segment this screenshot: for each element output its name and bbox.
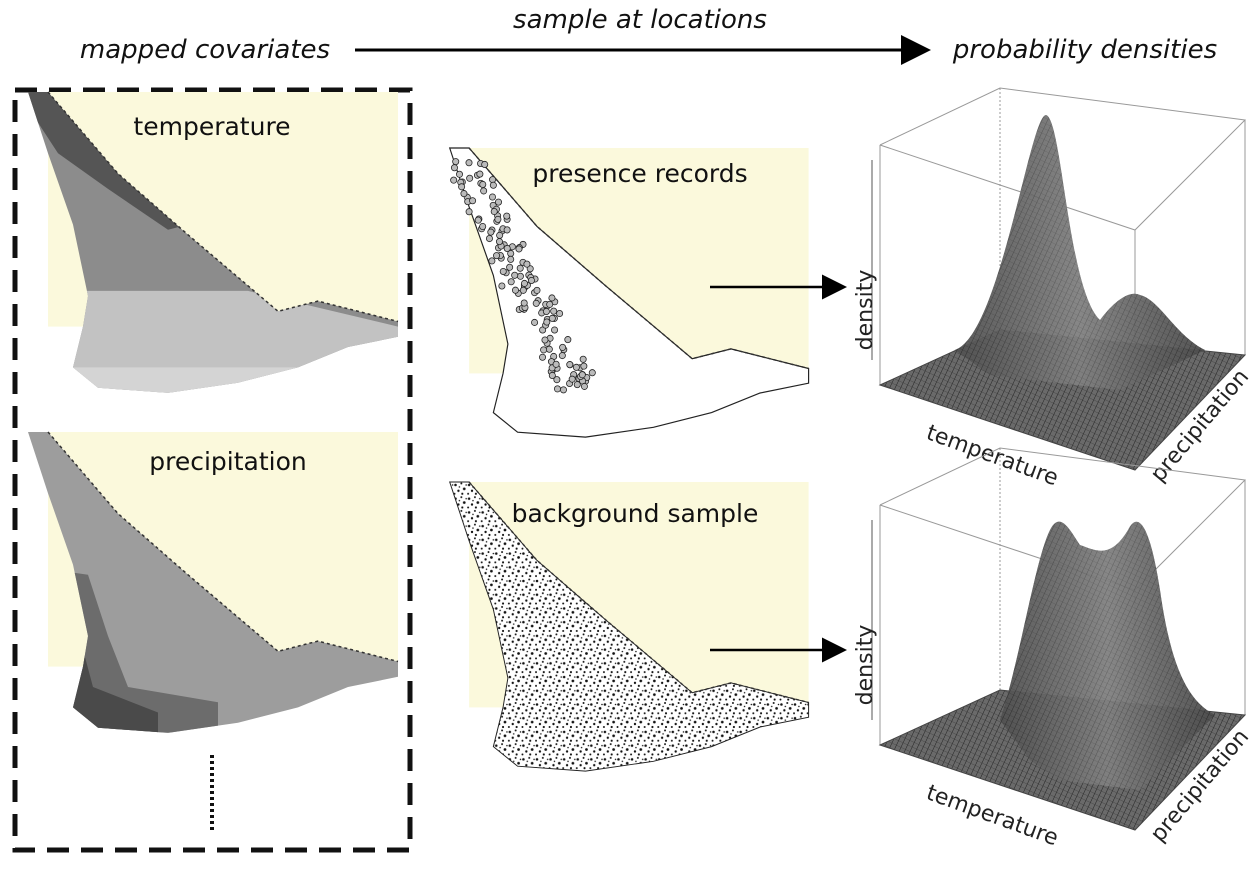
presence-point	[480, 223, 486, 229]
presence-point	[579, 372, 585, 378]
presence-point	[549, 315, 555, 321]
presence-point	[517, 265, 523, 271]
presence-point	[521, 280, 527, 286]
presence-point	[461, 190, 467, 196]
presence-point	[500, 268, 506, 274]
presence-point	[559, 352, 565, 358]
presence-point	[546, 346, 552, 352]
presence-point	[508, 279, 514, 285]
presence-point	[495, 216, 501, 222]
presence-point	[456, 171, 462, 177]
presence-point	[516, 246, 522, 252]
presence-map	[450, 148, 809, 437]
presence-point	[574, 381, 580, 387]
sample-label: background sample	[512, 499, 759, 528]
precipitation-map	[18, 432, 418, 738]
presence-point	[512, 287, 518, 293]
presence-point	[540, 347, 546, 353]
density-plot: density temperature precipitation	[853, 448, 1254, 851]
presence-point	[589, 370, 595, 376]
presence-point	[491, 208, 497, 214]
presence-point	[542, 337, 548, 343]
presence-point	[453, 158, 459, 164]
presence-point	[553, 361, 559, 367]
header-left: mapped covariates	[80, 35, 330, 65]
presence-point	[533, 300, 539, 306]
presence-point	[560, 387, 566, 393]
presence-point	[569, 376, 575, 382]
presence-point	[581, 363, 587, 369]
presence-point	[539, 354, 545, 360]
z-axis-label: density	[853, 625, 878, 706]
presence-point	[554, 386, 560, 392]
presence-point	[528, 277, 534, 283]
presence-point	[451, 177, 457, 183]
header-middle: sample at locations	[513, 5, 767, 35]
presence-point	[482, 161, 488, 167]
presence-point	[508, 256, 514, 262]
presence-point	[581, 383, 587, 389]
presence-point	[560, 344, 566, 350]
presence-point	[512, 272, 518, 278]
presence-point	[493, 252, 499, 258]
header-right: probability densities	[952, 35, 1217, 65]
presence-point	[543, 308, 549, 314]
presence-point	[534, 287, 540, 293]
presence-point	[521, 300, 527, 306]
presence-point	[497, 232, 503, 238]
presence-point	[504, 245, 510, 251]
presence-point	[489, 194, 495, 200]
presence-point	[544, 319, 550, 325]
presence-point	[489, 258, 495, 264]
presence-point	[495, 199, 501, 205]
presence-point	[551, 327, 557, 333]
presence-point	[547, 301, 553, 307]
presence-point	[469, 198, 475, 204]
presence-point	[466, 209, 472, 215]
presence-point	[517, 273, 523, 279]
covariate-label: precipitation	[149, 447, 307, 476]
diagram: mapped covariates sample at locations pr…	[0, 0, 1260, 884]
density-plot: density temperature precipitation	[853, 88, 1254, 491]
presence-point	[480, 181, 486, 187]
presence-point	[475, 217, 481, 223]
sample-label: presence records	[532, 159, 747, 188]
presence-point	[467, 175, 473, 181]
presence-point	[466, 160, 472, 166]
presence-point	[486, 235, 492, 241]
covariate-label: temperature	[133, 112, 290, 141]
presence-point	[488, 229, 494, 235]
presence-point	[507, 264, 513, 270]
presence-point	[496, 238, 502, 244]
presence-point	[477, 171, 483, 177]
presence-point	[551, 308, 557, 314]
presence-point	[549, 295, 555, 301]
presence-point	[504, 213, 510, 219]
presence-point	[504, 227, 510, 233]
presence-point	[481, 188, 487, 194]
presence-point	[490, 182, 496, 188]
presence-point	[573, 364, 579, 370]
presence-point	[459, 184, 465, 190]
presence-point	[580, 356, 586, 362]
presence-point	[549, 372, 555, 378]
presence-point	[556, 310, 562, 316]
presence-point	[524, 261, 530, 267]
presence-point	[520, 287, 526, 293]
presence-point	[531, 319, 537, 325]
presence-point	[567, 361, 573, 367]
presence-point	[499, 283, 505, 289]
z-axis-label: density	[853, 270, 878, 351]
presence-point	[565, 336, 571, 342]
presence-point	[451, 165, 457, 171]
